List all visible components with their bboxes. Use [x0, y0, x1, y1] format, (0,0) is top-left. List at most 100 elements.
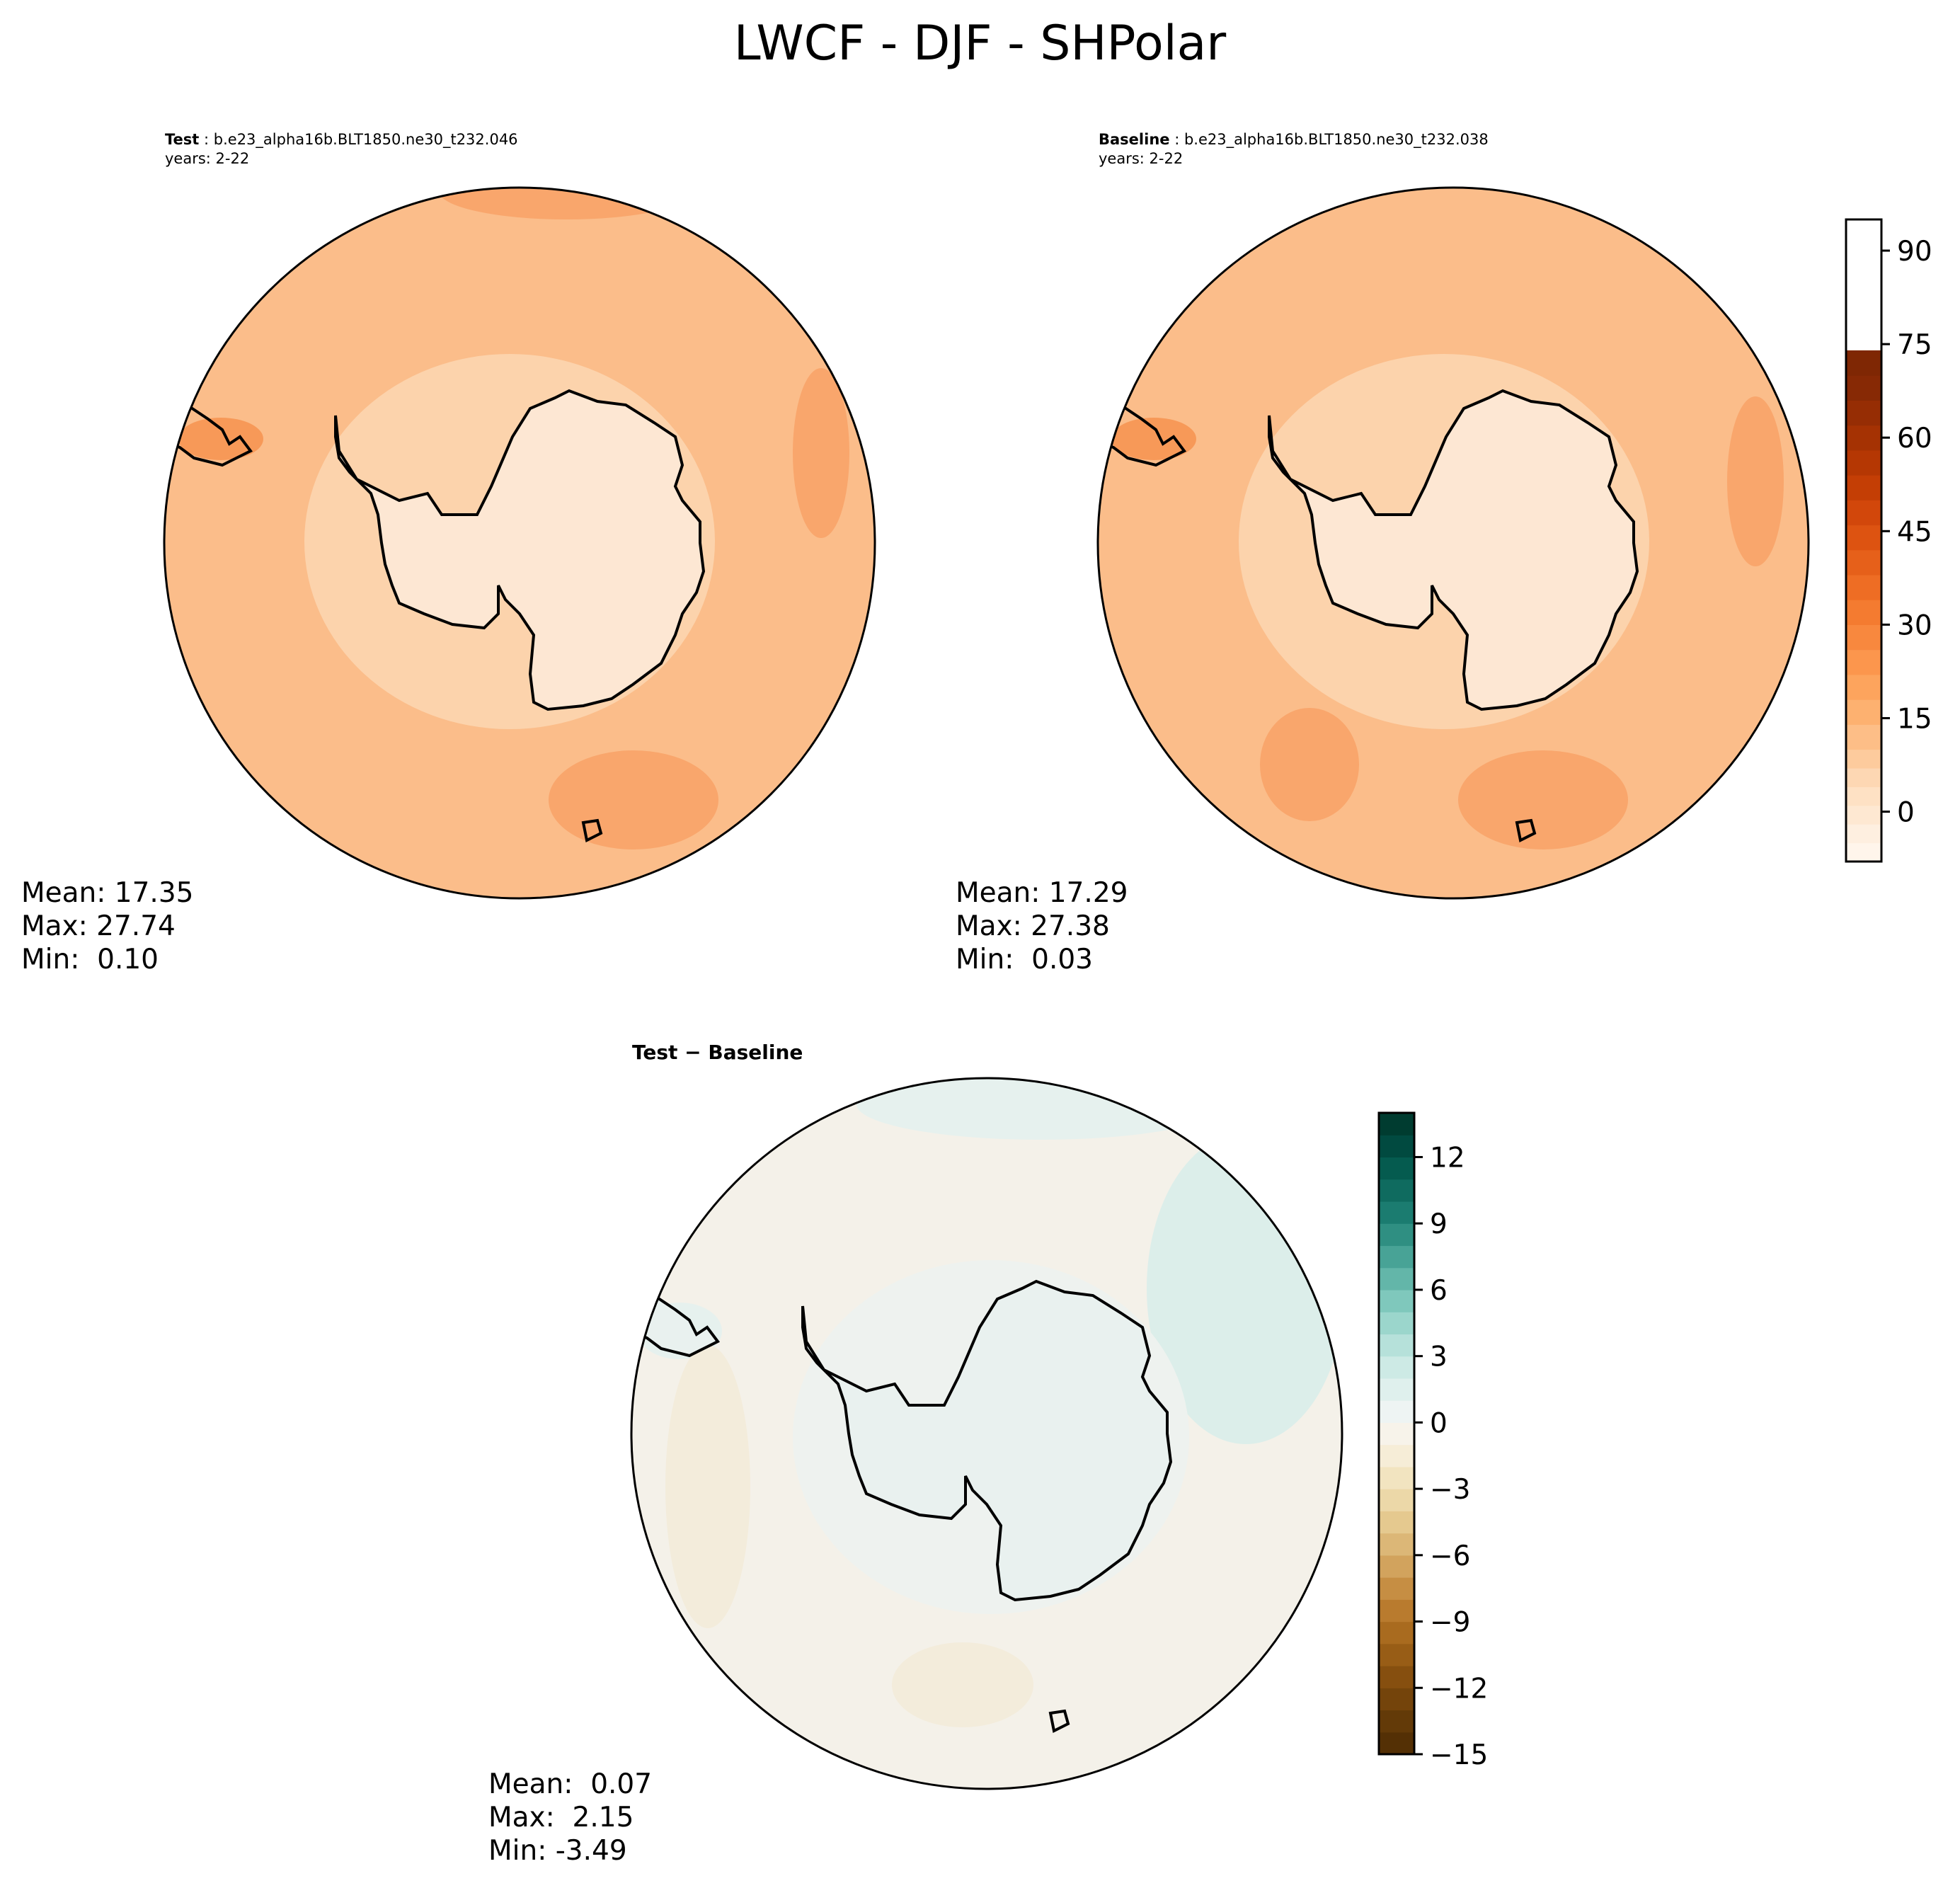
test-min: Min: 0.10 [21, 944, 159, 976]
colorbar-main-swatch [1846, 525, 1881, 551]
colorbar-diff-swatch [1379, 1267, 1414, 1291]
colorbar-main-swatch [1846, 450, 1881, 476]
colorbar-test-baseline: 0 15 30 45 60 75 90 [1845, 218, 1932, 863]
colorbar-diff-swatch [1379, 1400, 1414, 1423]
test-map-boundary [163, 186, 876, 900]
colorbar-diff-tick-label: −12 [1430, 1673, 1488, 1705]
colorbar-diff-swatch [1379, 1179, 1414, 1202]
colorbar-main-swatch [1846, 500, 1881, 526]
colorbar-diff-swatch [1379, 1466, 1414, 1489]
colorbar-main-tick-label: 0 [1897, 797, 1915, 829]
colorbar-diff-swatch [1379, 1334, 1414, 1357]
colorbar-main-tick-label: 75 [1897, 329, 1932, 361]
difference-title: Test − Baseline [632, 1041, 803, 1064]
colorbar-main-swatch [1846, 475, 1881, 500]
colorbar-diff-swatch [1379, 1489, 1414, 1511]
baseline-years: years: 2-22 [1099, 150, 1184, 167]
colorbar-main-swatch [1846, 674, 1881, 700]
colorbar-diff-tick-label: −9 [1430, 1607, 1471, 1639]
colorbar-diff-swatch [1379, 1356, 1414, 1379]
colorbar-diff-swatch [1379, 1422, 1414, 1446]
colorbar-diff-swatch [1379, 1732, 1414, 1755]
colorbar-main-swatch [1846, 786, 1881, 806]
colorbar-diff-tick-label: 3 [1430, 1341, 1448, 1373]
colorbar-diff-swatch [1379, 1666, 1414, 1688]
colorbar-main-swatch [1846, 600, 1881, 625]
colorbar-diff-swatch [1379, 1577, 1414, 1600]
test-stats: Mean: 17.35 Max: 27.74 Min: 0.10 [21, 876, 193, 976]
colorbar-main-tick-label: 60 [1897, 423, 1932, 454]
colorbar-main-swatch [1846, 624, 1881, 651]
colorbar-main-swatch [1846, 805, 1881, 825]
difference-map [631, 1078, 1342, 1789]
colorbar-diff-swatch [1379, 1533, 1414, 1556]
colorbar-diff-swatch [1379, 1555, 1414, 1578]
colorbar-diff-swatch [1379, 1113, 1414, 1135]
test-years: years: 2-22 [165, 150, 250, 167]
colorbar-diff-tick-label: 9 [1430, 1208, 1448, 1240]
colorbar-main-swatch [1846, 842, 1881, 862]
colorbar-main-swatch [1846, 549, 1881, 576]
figure-title: LWCF - DJF - SHPolar [733, 16, 1227, 71]
colorbar-diff-swatch [1379, 1157, 1414, 1180]
colorbar-main-swatch [1846, 767, 1881, 787]
colorbar-main-tick-label: 90 [1897, 236, 1932, 268]
colorbar-main-swatch [1846, 375, 1881, 401]
colorbar-main-swatch [1846, 749, 1881, 769]
test-case-name: b.e23_alpha16b.BLT1850.ne30_t232.046 [213, 131, 518, 148]
colorbar-main-swatch [1846, 350, 1881, 376]
colorbar-main-frame [1845, 218, 1883, 863]
colorbar-diff-swatch [1379, 1444, 1414, 1468]
colorbar-diff-frame [1377, 1111, 1416, 1756]
test-mean: Mean: 17.35 [21, 877, 194, 909]
colorbar-main-swatch [1846, 400, 1881, 426]
colorbar-main-swatch [1846, 649, 1881, 675]
colorbar-diff-swatch [1379, 1511, 1414, 1534]
colorbar-diff-swatch [1379, 1643, 1414, 1666]
colorbar-main-tick-label: 30 [1897, 610, 1932, 641]
baseline-map-boundary [1096, 186, 1810, 900]
baseline-mean: Mean: 17.29 [956, 877, 1128, 909]
colorbar-diff-swatch [1379, 1688, 1414, 1711]
colorbar-diff-swatch [1379, 1289, 1414, 1312]
colorbar-main-swatch [1846, 425, 1881, 451]
colorbar-main-swatch [1846, 574, 1881, 600]
baseline-max: Max: 27.38 [956, 910, 1110, 942]
colorbar-diff-tick-label: 0 [1430, 1407, 1448, 1439]
difference-mean: Mean: 0.07 [488, 1768, 653, 1800]
colorbar-main-swatch [1846, 699, 1881, 725]
colorbar-diff-tick-label: −6 [1430, 1540, 1471, 1572]
difference-max: Max: 2.15 [488, 1802, 634, 1833]
baseline-label: Baseline [1099, 131, 1170, 148]
colorbar-diff-tick-label: −3 [1430, 1474, 1471, 1506]
test-case-label: Test : b.e23_alpha16b.BLT1850.ne30_t232.… [165, 131, 518, 167]
colorbar-diff-swatch [1379, 1599, 1414, 1623]
colorbar-diff-swatch [1379, 1135, 1414, 1158]
colorbar-main-tick-label: 15 [1897, 703, 1932, 735]
colorbar-diff-swatch [1379, 1223, 1414, 1247]
colorbar-difference: −15 −12 −9 −6 −3 0 3 6 9 12 [1377, 1111, 1488, 1771]
baseline-min: Min: 0.03 [956, 944, 1093, 976]
colorbar-diff-swatch [1379, 1378, 1414, 1401]
colorbar-diff-tick-label: 6 [1430, 1275, 1448, 1307]
colorbar-diff-swatch [1379, 1201, 1414, 1224]
baseline-map [1098, 188, 1809, 898]
colorbar-diff-tick-label: 12 [1430, 1142, 1465, 1174]
colorbar-main-swatch [1846, 724, 1881, 750]
baseline-case-name: b.e23_alpha16b.BLT1850.ne30_t232.038 [1184, 131, 1489, 148]
difference-min: Min: -3.49 [488, 1835, 627, 1867]
colorbar-diff-swatch [1379, 1710, 1414, 1733]
baseline-case-label: Baseline : b.e23_alpha16b.BLT1850.ne30_t… [1099, 131, 1489, 167]
test-max: Max: 27.74 [21, 910, 176, 942]
baseline-stats: Mean: 17.29 Max: 27.38 Min: 0.03 [956, 876, 1128, 976]
test-map [164, 188, 875, 898]
difference-map-boundary [630, 1077, 1343, 1790]
colorbar-diff-swatch [1379, 1245, 1414, 1269]
colorbar-diff-tick-label: −15 [1430, 1739, 1488, 1771]
colorbar-main-tick-label: 45 [1897, 516, 1932, 548]
colorbar-main-swatch [1846, 824, 1881, 844]
difference-stats: Mean: 0.07 Max: 2.15 Min: -3.49 [488, 1768, 652, 1867]
colorbar-diff-swatch [1379, 1312, 1414, 1335]
colorbar-diff-swatch [1379, 1621, 1414, 1644]
